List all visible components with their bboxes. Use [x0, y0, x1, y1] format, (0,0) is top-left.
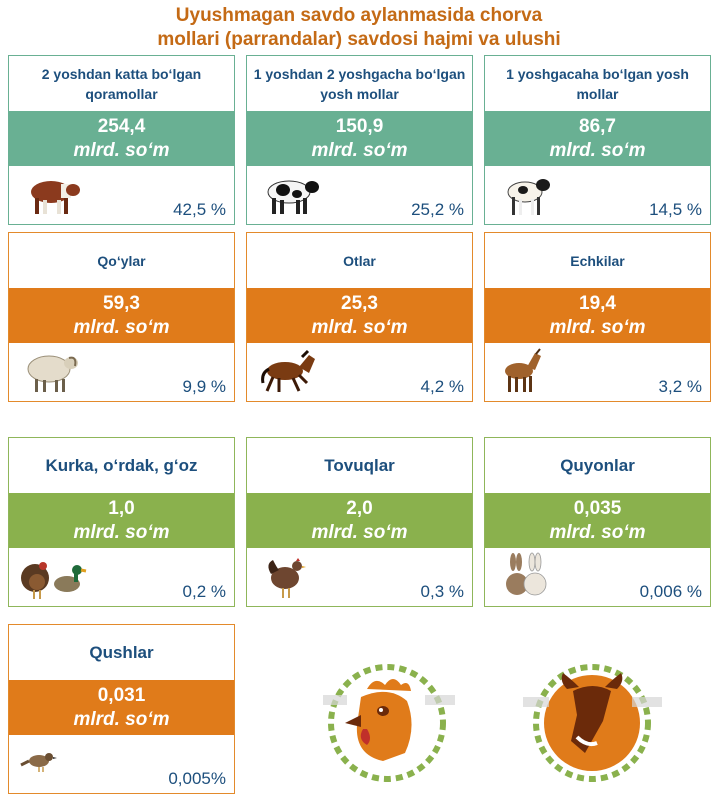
- value: 0,031: [97, 685, 146, 706]
- card-label: Qo‘ylar: [97, 252, 146, 269]
- value-band: 0,031 mlrd. so‘m: [9, 680, 234, 735]
- share-percent: 0,3 %: [420, 582, 464, 601]
- value: 25,3: [341, 293, 378, 314]
- bull-icon: [31, 181, 80, 214]
- value: 254,4: [97, 116, 146, 137]
- unit: mlrd. so‘m: [549, 317, 646, 338]
- rooster-emblem-icon: [323, 664, 455, 782]
- share-percent: 14,5 %: [649, 200, 702, 219]
- unit: mlrd. so‘m: [73, 140, 170, 161]
- value-band: 25,3 mlrd. so‘m: [247, 288, 472, 343]
- title-line-1: Uyushmagan savdo aylanmasida chorva: [175, 5, 543, 26]
- card-label: Otlar: [343, 252, 376, 269]
- value-band: 254,4 mlrd. so‘m: [9, 111, 234, 166]
- card-goats: Echkilar 19,4 mlrd. so‘m 3,2 %: [484, 232, 711, 402]
- card-young-under-1y: 1 yoshgacaha bo‘lgan yosh mollar 86,7 ml…: [484, 55, 711, 225]
- value-band: 59,3 mlrd. so‘m: [9, 288, 234, 343]
- value: 59,3: [103, 293, 140, 314]
- value-band: 86,7 mlrd. so‘m: [485, 111, 710, 166]
- share-percent: 4,2 %: [420, 377, 464, 396]
- card-young-1-2y: 1 yoshdan 2 yoshgacha bo‘lgan yosh molla…: [246, 55, 473, 225]
- unit: mlrd. so‘m: [311, 140, 408, 161]
- value: 2,0: [346, 498, 373, 519]
- cow-icon: [267, 180, 319, 214]
- share-percent: 0,005%: [168, 769, 226, 788]
- card-label: Qushlar: [89, 642, 154, 662]
- card-birds: Qushlar 0,031 mlrd. so‘m 0,005%: [8, 624, 235, 794]
- card-label: Tovuqlar: [324, 455, 395, 475]
- turkey-duck-icon: [21, 562, 87, 599]
- bull-emblem-icon: [523, 664, 662, 782]
- card-turkey-duck-goose: Kurka, o‘rdak, g‘oz 1,0 mlrd. so‘m 0,2 %: [8, 437, 235, 607]
- value-band: 1,0 mlrd. so‘m: [9, 493, 234, 548]
- card-cattle-over-2y: 2 yoshdan katta bo‘lgan qoramollar 254,4…: [8, 55, 235, 225]
- share-percent: 3,2 %: [658, 377, 702, 396]
- card-horses: Otlar 25,3 mlrd. so‘m 4,2 %: [246, 232, 473, 402]
- share-percent: 0,006 %: [639, 582, 702, 601]
- share-percent: 9,9 %: [182, 377, 226, 396]
- share-percent: 0,2 %: [182, 582, 226, 601]
- card-label: 2 yoshdan katta bo‘lgan qoramollar: [41, 65, 202, 102]
- unit: mlrd. so‘m: [73, 709, 170, 730]
- card-label: Quyonlar: [560, 455, 635, 475]
- card-rabbits: Quyonlar 0,035 mlrd. so‘m 0,006 %: [484, 437, 711, 607]
- card-label: Echkilar: [570, 252, 625, 269]
- unit: mlrd. so‘m: [549, 140, 646, 161]
- sheep-icon: [27, 355, 78, 392]
- share-percent: 25,2 %: [411, 200, 464, 219]
- hen-icon: [268, 558, 306, 598]
- value-band: 2,0 mlrd. so‘m: [247, 493, 472, 548]
- bird-icon: [20, 753, 57, 772]
- calf-icon: [507, 179, 550, 215]
- value-band: 0,035 mlrd. so‘m: [485, 493, 710, 548]
- share-percent: 42,5 %: [173, 200, 226, 219]
- value: 150,9: [335, 116, 384, 137]
- unit: mlrd. so‘m: [311, 317, 408, 338]
- goat-icon: [505, 348, 541, 392]
- value-band: 19,4 mlrd. so‘m: [485, 288, 710, 343]
- card-label: 1 yoshdan 2 yoshgacha bo‘lgan yosh molla…: [253, 65, 466, 102]
- card-chickens: Tovuqlar 2,0 mlrd. so‘m 0,3 %: [246, 437, 473, 607]
- value: 0,035: [573, 498, 622, 519]
- card-label: 1 yoshgacaha bo‘lgan yosh mollar: [506, 65, 689, 102]
- horse-icon: [261, 349, 315, 392]
- unit: mlrd. so‘m: [549, 522, 646, 543]
- value: 19,4: [579, 293, 616, 314]
- title-line-2: mollari (parrandalar) savdosi hajmi va u…: [157, 29, 561, 50]
- card-sheep: Qo‘ylar 59,3 mlrd. so‘m 9,9 %: [8, 232, 235, 402]
- card-label: Kurka, o‘rdak, g‘oz: [45, 455, 198, 475]
- rabbit-icon: [506, 552, 547, 596]
- value: 1,0: [108, 498, 135, 519]
- unit: mlrd. so‘m: [73, 522, 170, 543]
- value-band: 150,9 mlrd. so‘m: [247, 111, 472, 166]
- value: 86,7: [579, 116, 616, 137]
- unit: mlrd. so‘m: [311, 522, 408, 543]
- unit: mlrd. so‘m: [73, 317, 170, 338]
- page-title: Uyushmagan savdo aylanmasida chorva moll…: [0, 4, 718, 52]
